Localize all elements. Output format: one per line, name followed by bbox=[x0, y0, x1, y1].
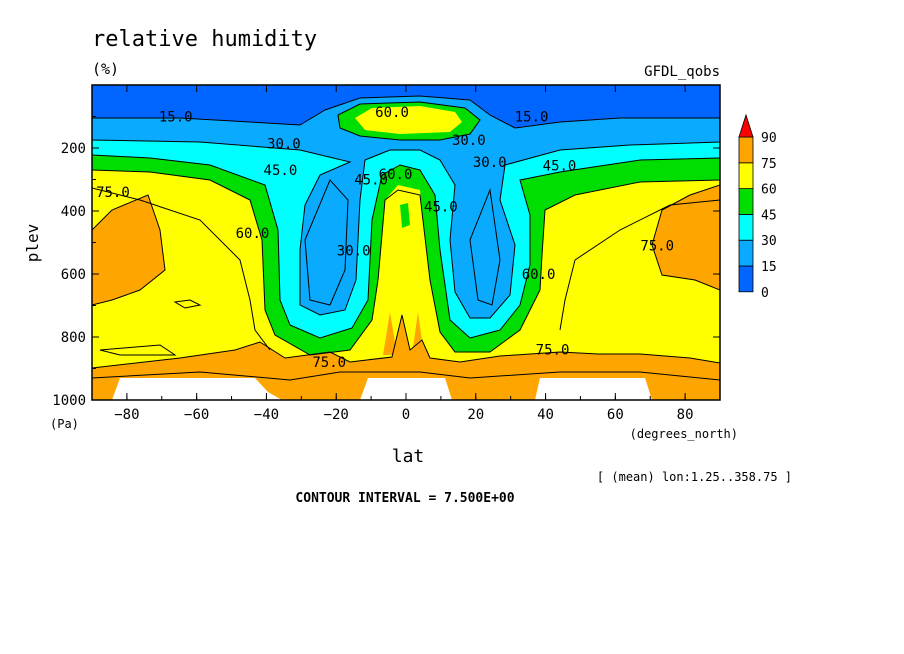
band-75-right bbox=[652, 185, 720, 290]
contour-label-1: 15.0 bbox=[515, 110, 549, 126]
band-0-15 bbox=[92, 85, 720, 128]
contour-label-9: 45.0 bbox=[424, 199, 458, 215]
contour-label-17: 75.0 bbox=[536, 343, 570, 359]
y-tick-label-2: 600 bbox=[61, 267, 86, 283]
band-15-30 bbox=[92, 85, 720, 318]
colorbar-label-1: 15 bbox=[761, 260, 777, 275]
dataset-label: GFDL_qobs bbox=[644, 64, 720, 80]
band-60-center bbox=[378, 185, 430, 300]
colorbar-band-1 bbox=[738, 239, 754, 267]
band-75-left bbox=[92, 195, 165, 305]
contour-label-3: 30.0 bbox=[452, 133, 486, 149]
y-axis-units: (Pa) bbox=[50, 417, 79, 431]
y-tick-label-4: 1000 bbox=[52, 393, 86, 409]
y-tick-label-0: 200 bbox=[61, 141, 86, 157]
y-axis-label: plev bbox=[23, 224, 42, 263]
y-tick-label-3: 800 bbox=[61, 330, 86, 346]
contour-label-6: 45.0 bbox=[264, 163, 298, 179]
colorbar-band-3 bbox=[738, 188, 754, 215]
mean-lon-note: [ (mean) lon:1.25..358.75 ] bbox=[597, 470, 792, 484]
x-tick-label-1: −60 bbox=[184, 407, 209, 423]
x-tick-label-4: 0 bbox=[402, 407, 410, 423]
x-tick-label-3: −20 bbox=[324, 407, 349, 423]
band-60-top bbox=[355, 106, 462, 134]
terrain-mask-3 bbox=[535, 378, 652, 400]
x-tick-label-5: 20 bbox=[467, 407, 484, 423]
colorbar-label-3: 45 bbox=[761, 208, 777, 223]
y-tick-label-1: 400 bbox=[61, 204, 86, 220]
contour-interval-note: CONTOUR INTERVAL = 7.500E+00 bbox=[295, 491, 514, 506]
band-75-spike-1 bbox=[383, 312, 397, 355]
x-tick-label-0: −80 bbox=[114, 407, 139, 423]
contour-labels: 15.0 15.0 30.0 30.0 30.0 30.0 45.0 45.0 45.0 45.0… bbox=[96, 105, 674, 371]
colorbar-over-triangle bbox=[738, 113, 754, 138]
x-tick-label-8: 80 bbox=[677, 407, 694, 423]
band-45-blob bbox=[400, 203, 410, 228]
chart-title: relative humidity bbox=[92, 27, 317, 52]
colorbar-label-0: 0 bbox=[761, 286, 769, 301]
colorbar-band-2 bbox=[738, 213, 754, 241]
x-tick-label-2: −40 bbox=[254, 407, 279, 423]
colorbar: 0 15 30 45 60 75 90 bbox=[738, 113, 777, 301]
contour-fill bbox=[92, 85, 720, 400]
contour-label-10: 60.0 bbox=[375, 105, 409, 121]
units-label: (%) bbox=[92, 60, 119, 78]
contour-lines bbox=[92, 95, 720, 381]
contour-label-13: 60.0 bbox=[522, 267, 556, 283]
colorbar-band-5 bbox=[738, 136, 754, 164]
terrain-mask-2 bbox=[360, 378, 452, 400]
x-axis-label: lat bbox=[392, 446, 425, 467]
contour-label-2: 30.0 bbox=[267, 136, 301, 152]
contour-label-7: 45.0 bbox=[543, 158, 577, 174]
contour-label-0: 15.0 bbox=[159, 110, 193, 126]
contour-label-4: 30.0 bbox=[473, 155, 507, 171]
x-axis: −80 −60 −40 −20 0 20 40 60 80 bbox=[91, 85, 721, 423]
contour-label-14: 75.0 bbox=[96, 185, 130, 201]
colorbar-label-5: 75 bbox=[761, 157, 777, 172]
terrain-mask-1 bbox=[112, 378, 282, 400]
colorbar-band-0 bbox=[738, 265, 754, 293]
x-tick-label-6: 40 bbox=[537, 407, 554, 423]
contour-label-15: 75.0 bbox=[640, 239, 674, 255]
colorbar-label-6: 90 bbox=[761, 131, 777, 146]
x-axis-units: (degrees_north) bbox=[630, 427, 738, 441]
y-axis: 200 400 600 800 1000 bbox=[52, 116, 720, 409]
contour-label-8: 45.0 bbox=[354, 173, 388, 189]
band-75-spike-2 bbox=[412, 312, 424, 355]
contour-label-16: 75.0 bbox=[312, 355, 346, 371]
contour-label-5: 30.0 bbox=[337, 243, 371, 259]
x-tick-label-7: 60 bbox=[607, 407, 624, 423]
colorbar-label-2: 30 bbox=[761, 234, 777, 249]
colorbar-band-4 bbox=[738, 162, 754, 190]
contour-label-11: 60.0 bbox=[379, 167, 413, 183]
colorbar-label-4: 60 bbox=[761, 183, 777, 198]
contour-label-12: 60.0 bbox=[236, 226, 270, 242]
